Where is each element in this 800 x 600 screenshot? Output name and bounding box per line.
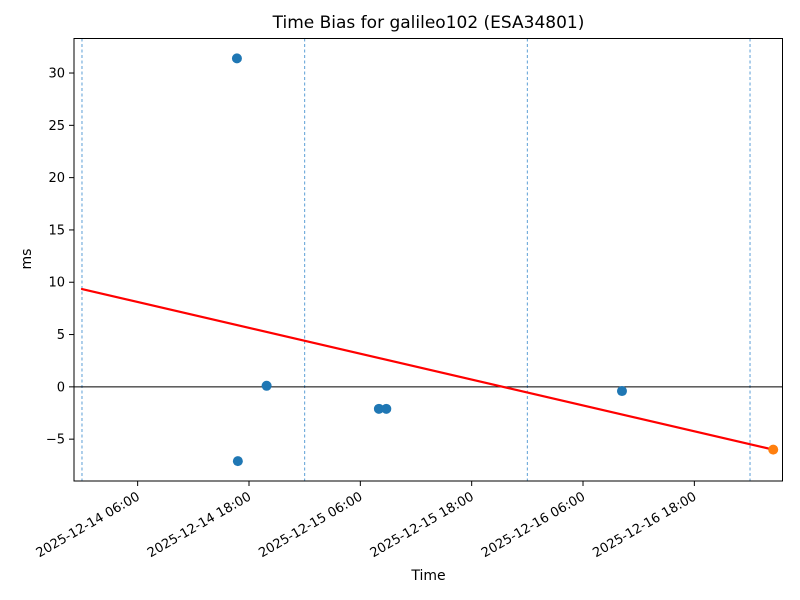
- data-point: [231, 53, 242, 64]
- y-axis-label: ms: [19, 248, 35, 270]
- data-point-latest: [768, 444, 779, 455]
- data-point: [381, 403, 392, 414]
- x-tick-label: 2025-12-15 06:00: [256, 489, 365, 561]
- data-point: [373, 403, 384, 414]
- x-axis-label: Time: [411, 568, 446, 584]
- y-tick-label: 15: [48, 223, 65, 238]
- y-tick-label: 10: [48, 276, 65, 291]
- x-tick-label: 2025-12-16 18:00: [590, 489, 699, 561]
- data-point: [261, 380, 272, 391]
- y-tick-label: 0: [57, 380, 65, 395]
- x-tick-label: 2025-12-16 06:00: [479, 489, 588, 561]
- plot-border: [73, 38, 783, 482]
- y-tick-label: 25: [48, 119, 65, 134]
- data-point: [616, 386, 627, 397]
- data-point: [232, 456, 243, 467]
- y-tick-label: 5: [57, 328, 65, 343]
- chart-title: Time Bias for galileo102 (ESA34801): [272, 13, 585, 33]
- y-tick-label: 20: [48, 171, 65, 186]
- x-tick-label: 2025-12-14 18:00: [145, 489, 254, 561]
- y-tick-label: 30: [48, 67, 65, 82]
- x-tick-label: 2025-12-15 18:00: [368, 489, 477, 561]
- y-tick-label: −5: [46, 433, 65, 448]
- trend-line: [80, 287, 775, 451]
- x-tick-label: 2025-12-14 06:00: [34, 489, 143, 561]
